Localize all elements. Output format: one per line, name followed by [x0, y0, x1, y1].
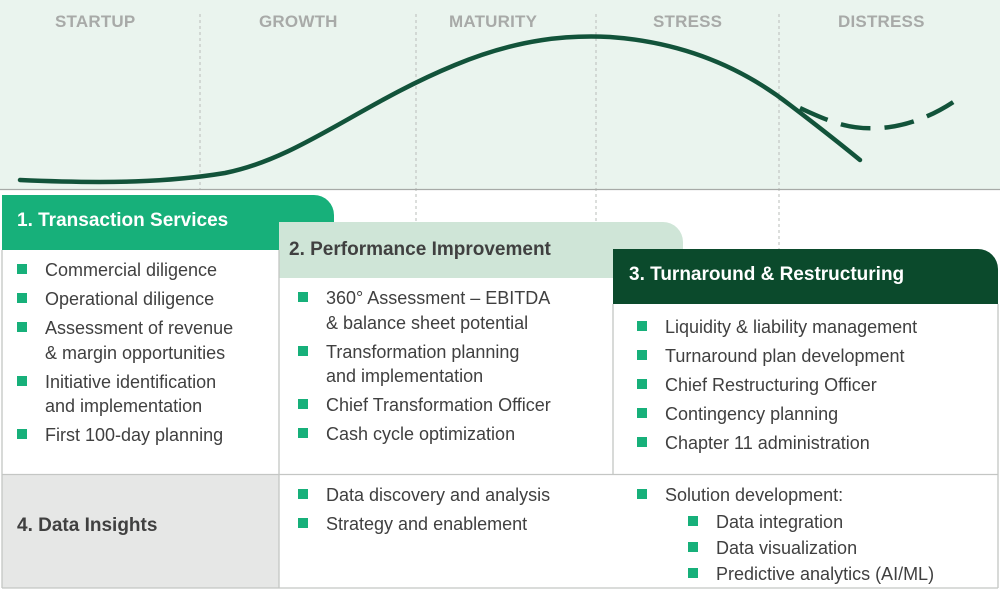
turnaround-restructuring-item-text: Liquidity & liability management: [665, 317, 918, 337]
data-insights-item: Data discovery and analysis: [296, 483, 550, 508]
performance-improvement-item-text: & balance sheet potential: [326, 312, 529, 333]
data-insights-list-1: Data discovery and analysis Strategy and …: [296, 483, 550, 541]
data-insights-item: Strategy and enablement: [296, 512, 550, 537]
transaction-services-item: Initiative identification and implementat…: [15, 370, 233, 419]
solution-development-label: Solution development:: [665, 485, 844, 505]
performance-improvement-item: 360° Assessment – EBITDA & balance sheet …: [296, 286, 551, 335]
performance-improvement-item: Chief Transformation Officer: [296, 393, 551, 418]
data-insights-background: [2, 475, 279, 588]
stage-label-startup: STARTUP: [55, 12, 136, 31]
transaction-services-item-text: and implementation: [45, 396, 203, 416]
transaction-services-item: Assessment of revenue & margin opportunit…: [15, 316, 233, 365]
stage-label-distress: DISTRESS: [838, 12, 925, 31]
transaction-services-item-text: & margin opportunities: [45, 342, 226, 363]
performance-improvement-item: Cash cycle optimization: [296, 422, 551, 447]
turnaround-restructuring-item: Chapter 11 administration: [635, 431, 917, 456]
solution-development-item-text: Data integration: [716, 512, 844, 532]
performance-improvement-item-text: Chief Transformation Officer: [326, 395, 551, 415]
transaction-services-title: 1. Transaction Services: [17, 210, 229, 231]
solution-development-item: Predictive analytics (AI/ML): [686, 562, 934, 587]
recovery-curve-dashed: [799, 94, 964, 131]
turnaround-restructuring-item: Turnaround plan development: [635, 344, 917, 369]
solution-development-item: Solution development:: [635, 483, 843, 508]
performance-improvement-title: 2. Performance Improvement: [289, 239, 551, 260]
stage-label-maturity: MATURITY: [449, 12, 538, 31]
transaction-services-item-text: Commercial diligence: [45, 260, 218, 280]
performance-improvement-list: 360° Assessment – EBITDA & balance sheet …: [296, 286, 551, 451]
turnaround-restructuring-title: 3. Turnaround & Restructuring: [629, 264, 905, 285]
transaction-services-item-text: Initiative identification: [45, 371, 217, 392]
transaction-services-list: Commercial diligence Operational diligenc…: [15, 258, 233, 452]
data-insights-item-text: Data discovery and analysis: [326, 485, 551, 505]
turnaround-restructuring-item: Liquidity & liability management: [635, 315, 917, 340]
transaction-services-item: First 100-day planning: [15, 423, 233, 448]
transaction-services-item: Operational diligence: [15, 287, 233, 312]
performance-improvement-item-text: Transformation planning: [326, 341, 520, 362]
turnaround-restructuring-item-text: Contingency planning: [665, 404, 839, 424]
solution-development-item-text: Data visualization: [716, 538, 858, 558]
transaction-services-item-text: Operational diligence: [45, 289, 215, 309]
turnaround-restructuring-item: Chief Restructuring Officer: [635, 373, 917, 398]
performance-improvement-item: Transformation planning and implementatio…: [296, 340, 551, 389]
solution-development-item: Data visualization: [686, 536, 934, 561]
solution-development-item-text: Predictive analytics (AI/ML): [716, 564, 935, 584]
transaction-services-tab: [2, 195, 334, 250]
turnaround-restructuring-item-text: Chapter 11 administration: [665, 433, 870, 453]
turnaround-restructuring-item: Contingency planning: [635, 402, 917, 427]
turnaround-restructuring-item-text: Chief Restructuring Officer: [665, 375, 877, 395]
solution-development-sublist: Data integration Data visualization Predic…: [686, 510, 934, 588]
lifecycle-curve: [17, 34, 863, 185]
turnaround-restructuring-tab: [613, 249, 998, 304]
turnaround-restructuring-list: Liquidity & liability management Turnarou…: [635, 315, 917, 460]
data-insights-title: 4. Data Insights: [17, 515, 158, 536]
data-insights-list-2: Solution development:: [635, 483, 843, 512]
transaction-services-item: Commercial diligence: [15, 258, 233, 283]
lifecycle-band: [0, 0, 1000, 190]
data-insights-item-text: Strategy and enablement: [326, 514, 528, 534]
transaction-services-item-text: Assessment of revenue: [45, 318, 234, 338]
performance-improvement-item-text: and implementation: [326, 366, 484, 386]
performance-improvement-item-text: 360° Assessment – EBITDA: [326, 288, 551, 308]
solution-development-item: Data integration: [686, 510, 934, 535]
turnaround-restructuring-item-text: Turnaround plan development: [665, 346, 905, 366]
performance-improvement-item-text: Cash cycle optimization: [326, 424, 516, 444]
transaction-services-item-text: First 100-day planning: [45, 425, 224, 445]
stage-label-stress: STRESS: [653, 12, 723, 31]
stage-label-growth: GROWTH: [259, 12, 338, 31]
